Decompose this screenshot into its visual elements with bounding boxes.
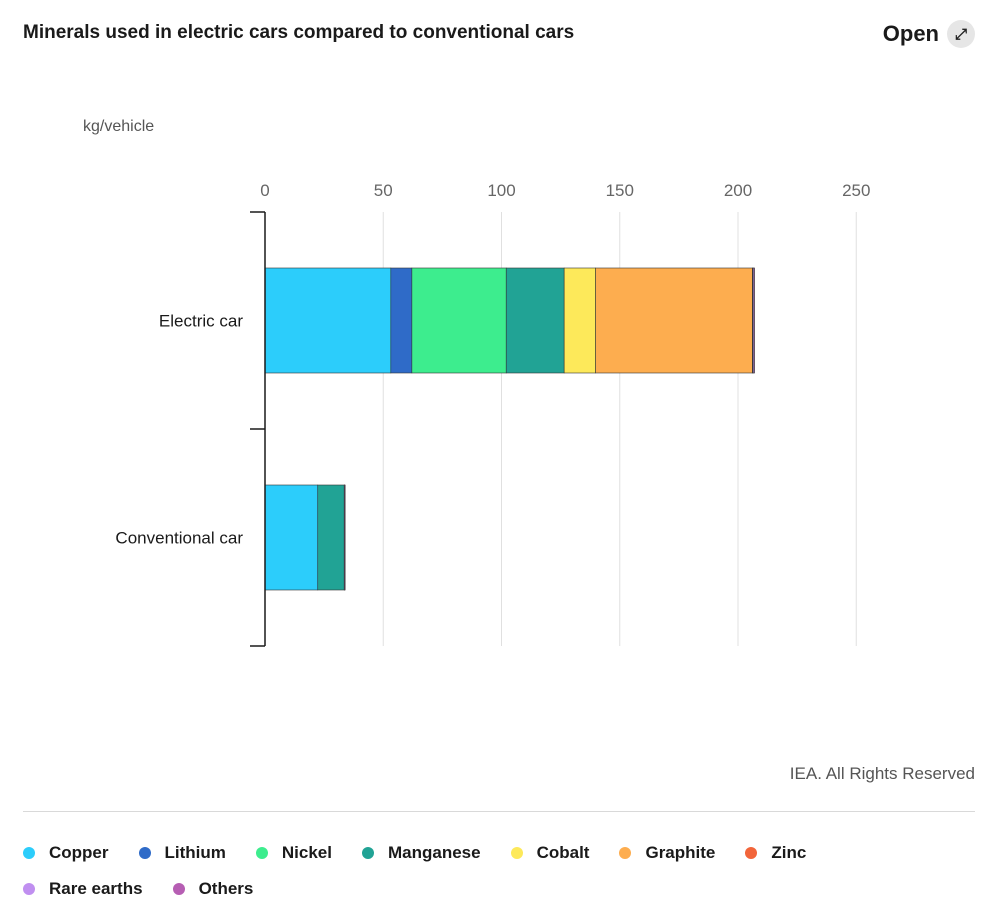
legend-label: Zinc — [771, 843, 807, 862]
x-tick-label: 200 — [724, 181, 752, 200]
legend-item[interactable]: Graphite — [619, 835, 715, 871]
x-tick-label: 50 — [374, 181, 393, 200]
legend-label: Nickel — [281, 843, 332, 862]
x-tick-label: 100 — [487, 181, 515, 200]
legend-swatch — [23, 847, 35, 859]
unit-label: kg/vehicle — [83, 118, 155, 135]
open-label: Open — [882, 21, 939, 46]
category-label: Conventional car — [115, 529, 243, 548]
x-tick-label: 250 — [842, 181, 870, 200]
legend-swatch — [745, 847, 758, 859]
chart-title: Minerals used in electric cars compared … — [23, 22, 575, 43]
bars — [264, 267, 755, 591]
legend-item[interactable]: Copper — [23, 835, 109, 871]
legend-item[interactable]: Manganese — [361, 835, 481, 871]
x-tick-label: 0 — [260, 181, 269, 200]
credit-text: IEA. All Rights Reserved — [789, 764, 975, 783]
legend-item[interactable]: Nickel — [255, 835, 332, 871]
bar-segment[interactable] — [753, 267, 755, 374]
category-label: Electric car — [159, 312, 243, 331]
legend-label: Lithium — [164, 843, 226, 862]
bar-segment[interactable] — [317, 484, 345, 591]
divider — [23, 811, 975, 812]
legend-swatch — [172, 883, 185, 895]
bar-segment[interactable] — [563, 267, 596, 374]
expand-icon: ⤢ — [947, 20, 975, 48]
bar-chart: 0 50 100 150 200 250 Electric car Conventional… — [115, 181, 870, 647]
bar-segment[interactable] — [264, 484, 319, 591]
legend-label: Rare earths — [49, 879, 143, 898]
legend-swatch — [138, 847, 151, 859]
legend-swatch — [255, 847, 268, 859]
bar-segment[interactable] — [595, 267, 753, 374]
legend-label: Others — [198, 879, 254, 898]
legend-item[interactable]: Rare earths — [23, 871, 143, 907]
legend-item[interactable]: Zinc — [745, 835, 806, 871]
bar-segment[interactable] — [344, 484, 346, 591]
legend-item[interactable]: Others — [172, 871, 254, 907]
x-tick-label: 150 — [606, 181, 634, 200]
legend-item[interactable]: Lithium — [138, 835, 226, 871]
legend: Copper Lithium Nickel Manganese Cobalt Graphi… — [23, 835, 923, 907]
legend-item[interactable]: Cobalt — [510, 835, 590, 871]
bar-segment[interactable] — [411, 267, 507, 374]
open-button[interactable]: Open ⤢ — [883, 20, 975, 48]
category-labels: Electric car Conventional car — [115, 312, 243, 548]
legend-label: Cobalt — [536, 843, 590, 862]
y-axis — [250, 211, 266, 647]
legend-swatch — [619, 847, 632, 859]
bar-segment[interactable] — [264, 267, 392, 374]
legend-swatch — [23, 883, 35, 895]
bar-segment[interactable] — [505, 267, 565, 374]
legend-swatch — [510, 847, 523, 859]
legend-swatch — [361, 847, 374, 859]
x-axis-ticks: 0 50 100 150 200 250 — [260, 181, 870, 200]
legend-label: Graphite — [645, 843, 716, 862]
bar-segment[interactable] — [390, 267, 413, 374]
legend-label: Manganese — [387, 843, 481, 862]
legend-label: Copper — [49, 843, 109, 862]
